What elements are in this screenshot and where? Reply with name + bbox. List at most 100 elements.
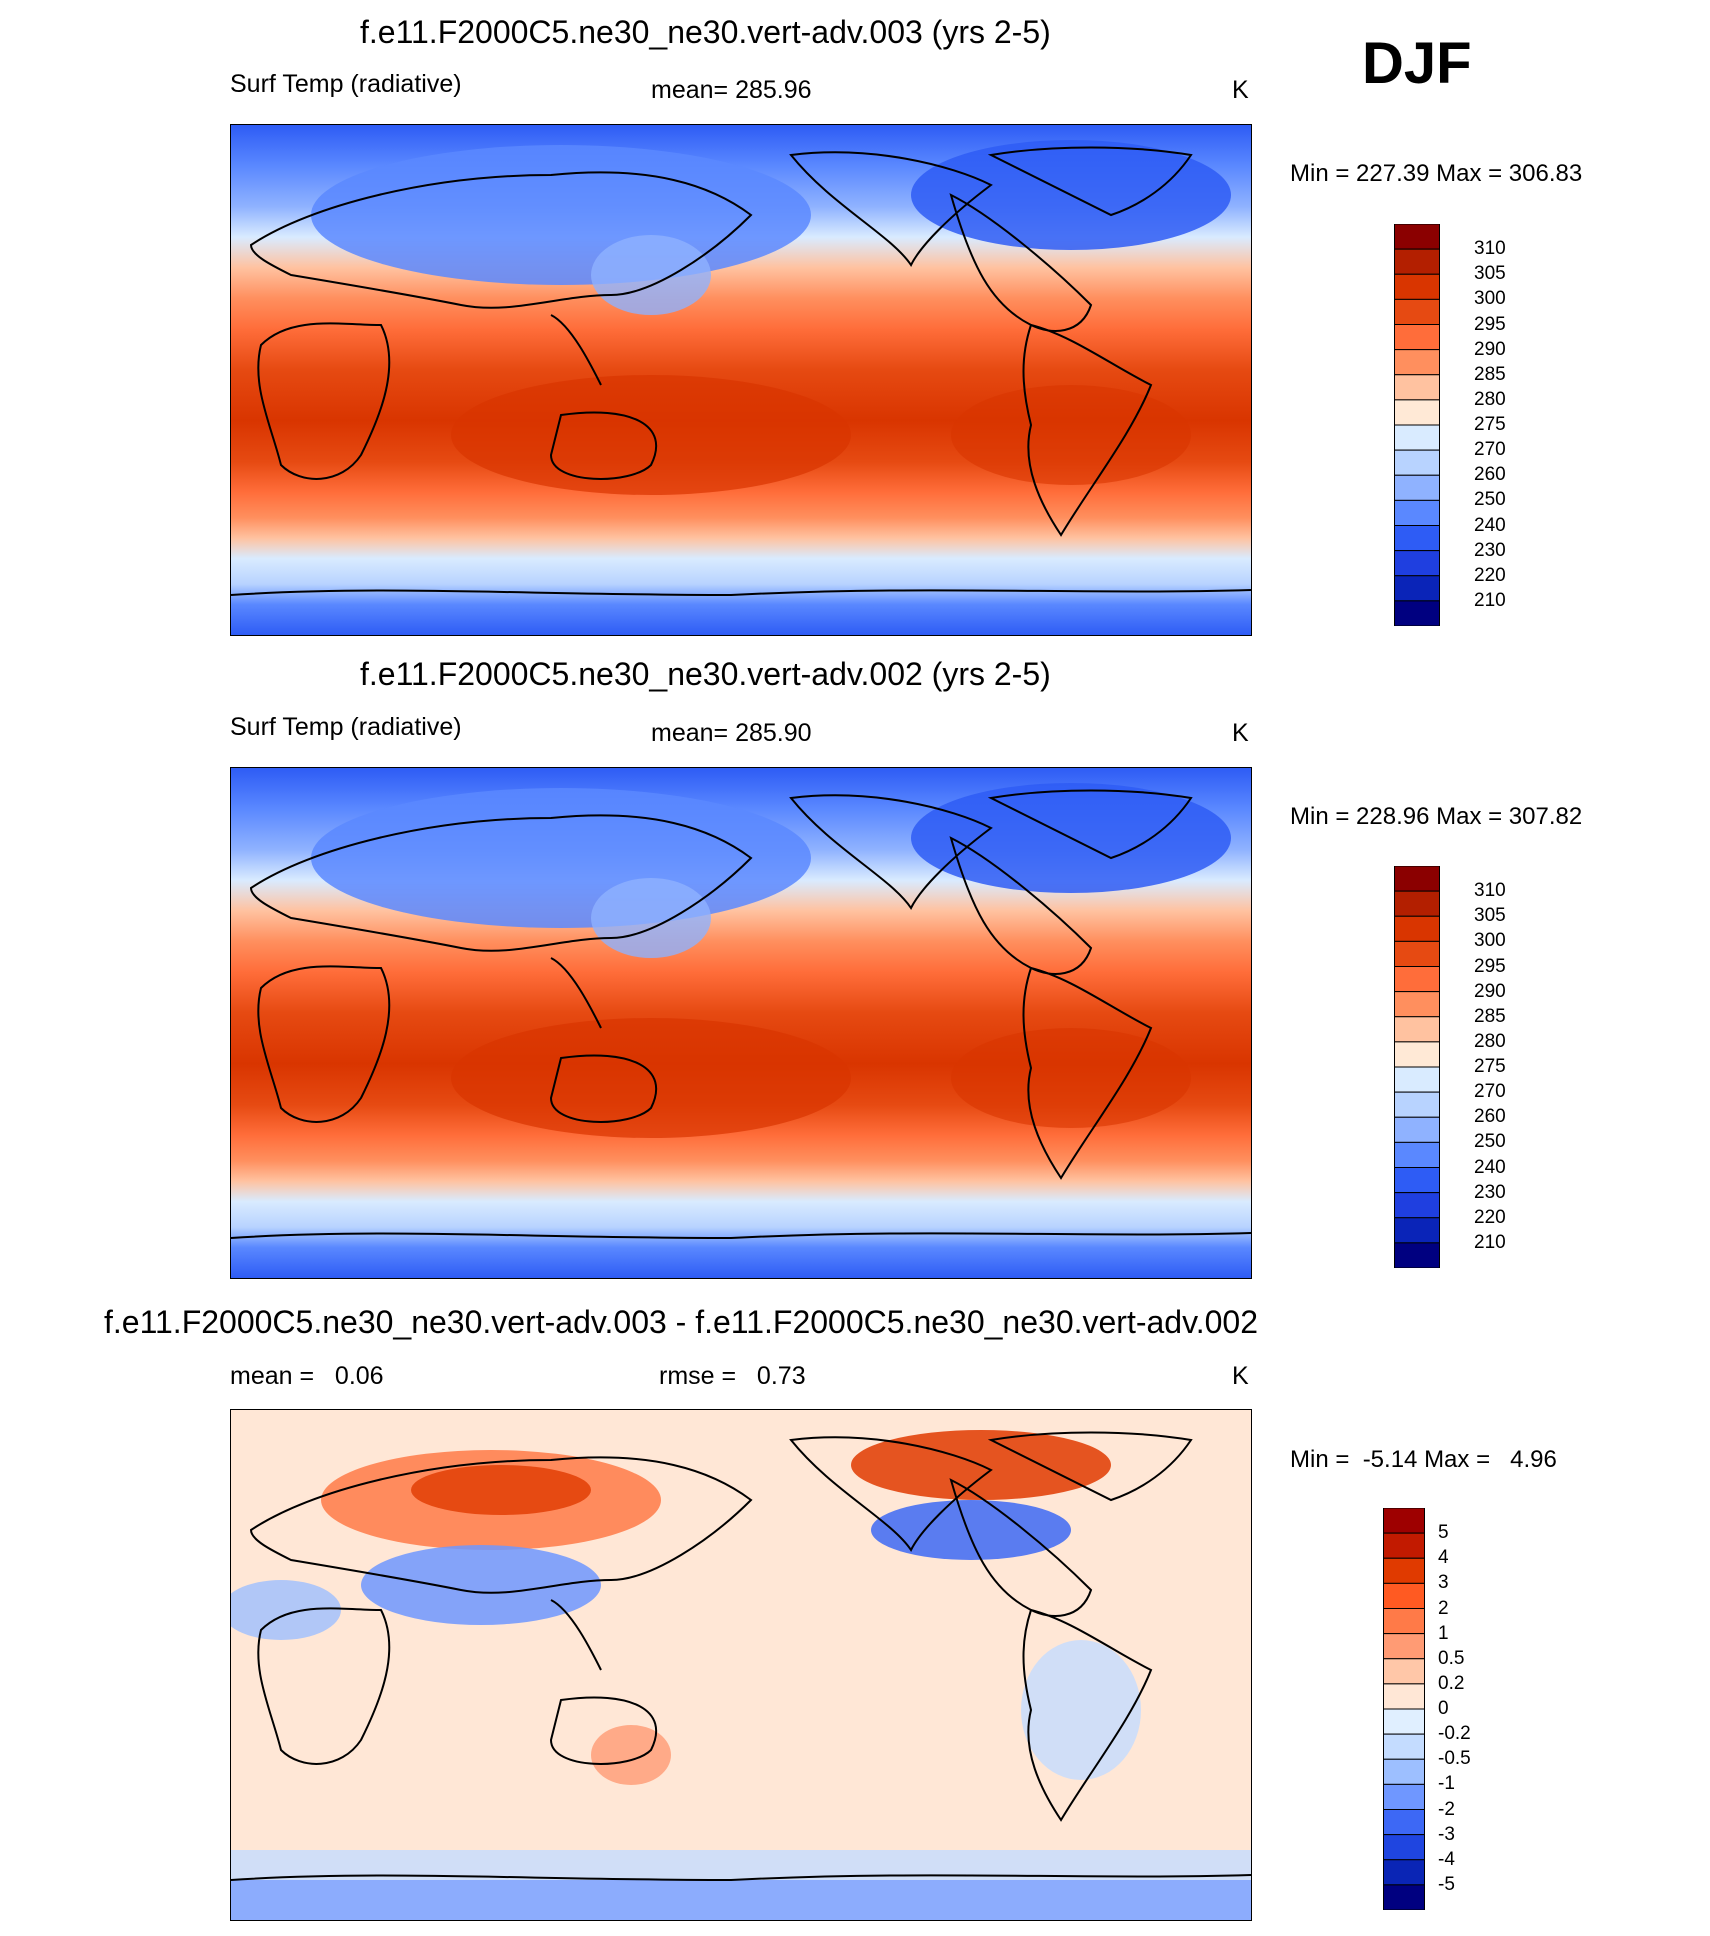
colorbar-swatch xyxy=(1394,499,1440,526)
colorbar-swatch xyxy=(1394,550,1440,577)
colorbar-tick-label: 280 xyxy=(1474,1030,1506,1052)
colorbar-tick-label: 230 xyxy=(1474,1181,1506,1203)
colorbar-swatch xyxy=(1394,1167,1440,1194)
colorbar-tick-label: 210 xyxy=(1474,1231,1506,1253)
panel-3-map-svg xyxy=(231,1410,1251,1920)
colorbar-swatch xyxy=(1383,1783,1425,1810)
panel-1-south-america-warm xyxy=(951,385,1191,485)
panel-2-variable-label: Surf Temp (radiative) xyxy=(230,713,462,741)
colorbar-swatch xyxy=(1394,1041,1440,1068)
colorbar-tick-label: 1 xyxy=(1438,1622,1449,1644)
panel-1-colorbar xyxy=(1394,223,1440,627)
panel-3-minmax: Min = -5.14 Max = 4.96 xyxy=(1290,1446,1557,1473)
colorbar-swatch xyxy=(1383,1733,1425,1760)
colorbar-swatch xyxy=(1383,1683,1425,1710)
colorbar-tick-label: -1 xyxy=(1438,1773,1455,1795)
colorbar-swatch xyxy=(1383,1834,1425,1861)
panel-3-colorbar-swatches xyxy=(1383,1507,1425,1911)
colorbar-swatch xyxy=(1394,525,1440,552)
colorbar-tick-label: 240 xyxy=(1474,1156,1506,1178)
colorbar-swatch xyxy=(1394,915,1440,942)
panel-1-coastlines xyxy=(231,146,1251,597)
colorbar-swatch xyxy=(1394,575,1440,602)
colorbar-tick-label: 270 xyxy=(1474,1081,1506,1103)
colorbar-tick-label: 260 xyxy=(1474,464,1506,486)
colorbar-swatch xyxy=(1394,1116,1440,1143)
panel-3-colorbar xyxy=(1383,1507,1425,1911)
panel-3-asia-cold-anomaly xyxy=(361,1545,601,1625)
colorbar-swatch xyxy=(1383,1507,1425,1534)
colorbar-swatch xyxy=(1383,1557,1425,1584)
panel-1-map xyxy=(230,124,1252,636)
colorbar-tick-label: -0.2 xyxy=(1438,1723,1471,1745)
panel-1-eurasia-cold-region xyxy=(311,145,811,285)
panel-3-coastlines xyxy=(231,1431,1251,1882)
colorbar-swatch xyxy=(1394,474,1440,501)
colorbar-swatch xyxy=(1394,248,1440,275)
colorbar-tick-label: -5 xyxy=(1438,1873,1455,1895)
colorbar-swatch xyxy=(1394,966,1440,993)
panel-2-title: f.e11.F2000C5.ne30_ne30.vert-adv.002 (yr… xyxy=(360,656,1051,692)
colorbar-swatch xyxy=(1383,1809,1425,1836)
colorbar-tick-label: 0 xyxy=(1438,1698,1449,1719)
panel-2-units: K xyxy=(1232,719,1249,747)
panel-1-tibet-cold-region xyxy=(591,235,711,315)
colorbar-swatch xyxy=(1394,940,1440,967)
colorbar-swatch xyxy=(1383,1884,1425,1911)
colorbar-swatch xyxy=(1394,1242,1440,1269)
colorbar-tick-label: 0.5 xyxy=(1438,1647,1465,1669)
colorbar-tick-label: 305 xyxy=(1474,263,1506,285)
colorbar-tick-label: 250 xyxy=(1474,489,1506,511)
colorbar-tick-label: 275 xyxy=(1474,414,1506,435)
colorbar-tick-label: 5 xyxy=(1438,1522,1449,1544)
panel-2-colorbar-swatches xyxy=(1394,865,1440,1269)
panel-3-eurasia-strong-warm xyxy=(411,1465,591,1515)
colorbar-swatch xyxy=(1394,399,1440,426)
colorbar-swatch xyxy=(1383,1708,1425,1735)
colorbar-tick-label: 0.2 xyxy=(1438,1672,1465,1694)
colorbar-tick-label: 2 xyxy=(1438,1597,1449,1619)
panel-2-tibet-cold-region xyxy=(591,878,711,958)
season-label: DJF xyxy=(1362,31,1472,96)
panel-3-africa-cold-anomaly xyxy=(231,1580,341,1640)
colorbar-tick-label: 280 xyxy=(1474,388,1506,410)
colorbar-tick-label: 275 xyxy=(1474,1056,1506,1077)
colorbar-swatch xyxy=(1394,449,1440,476)
panel-3-north-america-cold-anomaly xyxy=(871,1500,1071,1560)
colorbar-swatch xyxy=(1394,374,1440,401)
colorbar-tick-label: 305 xyxy=(1474,905,1506,927)
panel-2-coastlines xyxy=(231,789,1251,1240)
colorbar-tick-label: -0.5 xyxy=(1438,1748,1471,1770)
panel-1-title: f.e11.F2000C5.ne30_ne30.vert-adv.003 (yr… xyxy=(360,14,1051,50)
colorbar-swatch xyxy=(1383,1859,1425,1886)
colorbar-tick-label: 230 xyxy=(1474,539,1506,561)
colorbar-tick-label: 4 xyxy=(1438,1547,1449,1569)
panel-3-south-america-cold xyxy=(1021,1640,1141,1780)
colorbar-swatch xyxy=(1394,349,1440,376)
panel-1-variable-label: Surf Temp (radiative) xyxy=(230,70,462,98)
panel-2-colorbar xyxy=(1394,865,1440,1269)
colorbar-swatch xyxy=(1394,298,1440,325)
colorbar-swatch xyxy=(1383,1582,1425,1609)
colorbar-tick-label: 210 xyxy=(1474,589,1506,611)
panel-1-colorbar-swatches xyxy=(1394,223,1440,627)
colorbar-swatch xyxy=(1394,1016,1440,1043)
panel-2-south-america-warm xyxy=(951,1028,1191,1128)
colorbar-tick-label: 295 xyxy=(1474,313,1506,335)
colorbar-tick-label: 300 xyxy=(1474,288,1506,310)
colorbar-swatch xyxy=(1383,1658,1425,1685)
colorbar-swatch xyxy=(1383,1532,1425,1559)
colorbar-tick-label: 285 xyxy=(1474,363,1506,385)
colorbar-tick-label: -4 xyxy=(1438,1848,1455,1870)
colorbar-swatch xyxy=(1394,1141,1440,1168)
panel-2-mean-label: mean= 285.90 xyxy=(651,719,812,747)
colorbar-swatch xyxy=(1394,1192,1440,1219)
colorbar-swatch xyxy=(1383,1758,1425,1785)
colorbar-tick-label: 240 xyxy=(1474,514,1506,536)
panel-1-mean-label: mean= 285.96 xyxy=(651,76,812,104)
colorbar-tick-label: 260 xyxy=(1474,1106,1506,1128)
panel-2-warm-pool xyxy=(451,1018,851,1138)
colorbar-swatch xyxy=(1383,1633,1425,1660)
panel-2-eurasia-cold-region xyxy=(311,788,811,928)
panel-1-map-svg xyxy=(231,125,1251,635)
